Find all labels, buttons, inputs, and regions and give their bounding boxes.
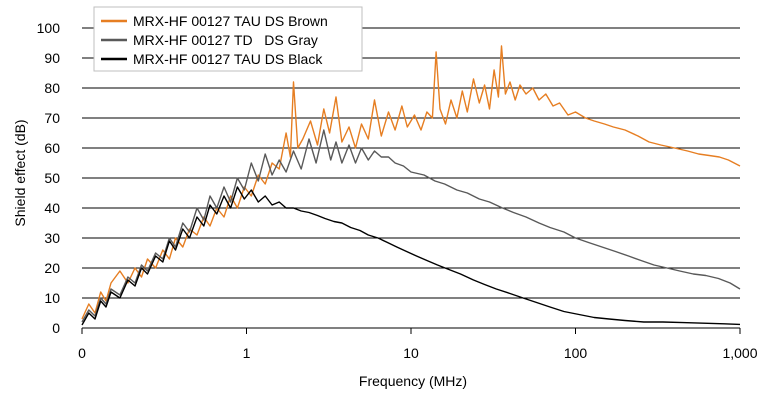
y-axis-title: Shield effect (dB): [12, 119, 28, 226]
series-line-0: [81, 45, 741, 320]
legend-label: MRX-HF 00127 TAU DS Black: [133, 51, 323, 67]
y-tick-label: 80: [44, 80, 60, 96]
legend: MRX-HF 00127 TAU DS Brown MRX-HF 00127 TD…: [93, 6, 363, 72]
y-tick-label: 40: [44, 200, 60, 216]
axes: 0 10 20 30 40 50 60 70 80 90 100 0 1 10 100 1,000: [37, 20, 758, 361]
gridlines: [82, 27, 740, 299]
x-tick-label: 0: [78, 345, 86, 361]
legend-label: MRX-HF 00127 TAU DS Brown: [133, 13, 328, 29]
y-tick-label: 0: [52, 320, 60, 336]
x-tick-label: 1,000: [722, 345, 757, 361]
y-tick-label: 100: [37, 20, 61, 36]
series-lines: [81, 45, 741, 326]
y-tick-label: 60: [44, 140, 60, 156]
y-tick-label: 50: [44, 170, 60, 186]
y-tick-label: 70: [44, 110, 60, 126]
legend-label: MRX-HF 00127 TD DS Gray: [133, 32, 318, 48]
series-line-1: [81, 129, 741, 323]
y-tick-label: 20: [44, 260, 60, 276]
series-line-2: [81, 186, 741, 326]
x-tick-label: 1: [243, 345, 251, 361]
y-tick-label: 90: [44, 50, 60, 66]
x-tick-label: 100: [564, 345, 588, 361]
x-axis-title: Frequency (MHz): [359, 373, 467, 389]
x-tick-label: 10: [403, 345, 419, 361]
y-tick-label: 30: [44, 230, 60, 246]
legend-box: [93, 6, 363, 72]
y-tick-label: 10: [44, 290, 60, 306]
